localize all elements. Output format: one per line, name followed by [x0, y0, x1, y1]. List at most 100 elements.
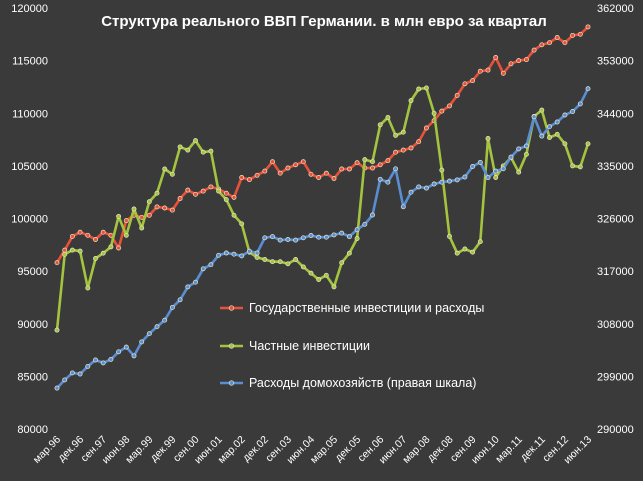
- series-point: [254, 250, 260, 256]
- y-right-tick-label: 290000: [597, 424, 634, 436]
- y-left-tick-label: 110000: [12, 108, 48, 120]
- series-point: [231, 194, 237, 200]
- chart-title: Структура реального ВВП Германии. в млн …: [101, 13, 547, 30]
- series-point: [285, 237, 291, 242]
- series-point: [323, 272, 329, 278]
- series-point: [477, 239, 483, 245]
- y-right-tick-label: 299000: [597, 371, 634, 383]
- series-point: [423, 185, 429, 191]
- series-point: [100, 250, 106, 256]
- series-point: [185, 147, 191, 153]
- series-point: [516, 169, 522, 175]
- series-point: [447, 178, 452, 184]
- series-point: [116, 349, 122, 355]
- series-point: [516, 146, 522, 152]
- series-point: [485, 175, 491, 181]
- series-point: [216, 252, 222, 258]
- series-point: [346, 234, 352, 240]
- series-point: [223, 190, 229, 196]
- series-point: [554, 35, 560, 40]
- series-point: [293, 237, 299, 243]
- series-point: [485, 67, 491, 73]
- series-point: [293, 257, 299, 262]
- series-point: [416, 139, 422, 145]
- series-point: [316, 277, 322, 282]
- series-point: [500, 166, 506, 172]
- series-point: [154, 204, 160, 210]
- series-point: [146, 199, 152, 205]
- legend-marker: [228, 305, 235, 311]
- series-point: [231, 251, 237, 257]
- legend-marker: [228, 380, 235, 386]
- y-axis-left: 80000 85000 90000 95000 100000 105000 110000 11…: [11, 3, 48, 436]
- series-point: [354, 227, 360, 233]
- series-point: [416, 184, 422, 190]
- series-point: [500, 70, 506, 76]
- series-point: [447, 103, 452, 109]
- y-right-tick-label: 344000: [597, 108, 634, 120]
- series-point: [62, 247, 68, 253]
- series-point: [531, 47, 537, 53]
- series-point: [377, 176, 383, 182]
- series-point: [169, 171, 175, 177]
- series-point: [162, 166, 168, 172]
- series-point: [69, 247, 75, 253]
- series-point: [246, 248, 252, 254]
- series-layer: [54, 24, 591, 391]
- series-point: [177, 196, 183, 201]
- series-point: [354, 160, 360, 166]
- series-point: [462, 174, 468, 180]
- series-point: [393, 132, 399, 138]
- series-point: [493, 175, 499, 180]
- series-point: [254, 172, 260, 178]
- series-point: [123, 218, 129, 224]
- series-point: [570, 32, 576, 38]
- series-point: [123, 232, 129, 238]
- series-point: [508, 61, 514, 67]
- series-point: [208, 184, 214, 190]
- series-point: [93, 256, 98, 261]
- series-point: [539, 107, 545, 113]
- series-point: [377, 162, 383, 168]
- series-point: [454, 177, 460, 183]
- series-point: [239, 221, 245, 227]
- series-point: [300, 235, 306, 241]
- legend-item: Государственные инвестиции и расходы: [220, 301, 484, 315]
- series-point: [477, 68, 483, 74]
- series-point: [54, 385, 60, 391]
- series-point: [423, 125, 429, 131]
- series-point: [169, 304, 175, 310]
- series-point: [385, 115, 391, 120]
- series-point: [285, 261, 291, 267]
- series-point: [331, 232, 337, 238]
- series-point: [400, 204, 406, 210]
- series-point: [239, 175, 245, 180]
- series-point: [154, 190, 160, 196]
- series-point: [139, 339, 145, 345]
- series-point: [270, 234, 275, 240]
- series-point: [377, 122, 383, 128]
- series-point: [108, 244, 114, 250]
- series-point: [293, 162, 299, 168]
- series-point: [393, 166, 399, 172]
- y-left-tick-label: 90000: [17, 319, 48, 331]
- y-left-tick-label: 95000: [17, 266, 48, 278]
- y-right-tick-label: 335000: [597, 161, 634, 173]
- series-point: [454, 92, 460, 98]
- series-point: [154, 324, 160, 330]
- series-point: [547, 40, 552, 46]
- series-point: [431, 110, 437, 116]
- y-left-tick-label: 115000: [12, 56, 48, 68]
- series-point: [200, 266, 206, 272]
- series-point: [308, 233, 314, 238]
- series-point: [93, 357, 98, 363]
- y-left-tick-label: 80000: [17, 424, 48, 436]
- series-point: [400, 129, 406, 135]
- series-point: [208, 262, 214, 268]
- series-point: [131, 206, 137, 212]
- series-point: [193, 138, 198, 144]
- legend-marker: [228, 343, 235, 349]
- series-point: [577, 101, 583, 107]
- series-point: [277, 237, 283, 243]
